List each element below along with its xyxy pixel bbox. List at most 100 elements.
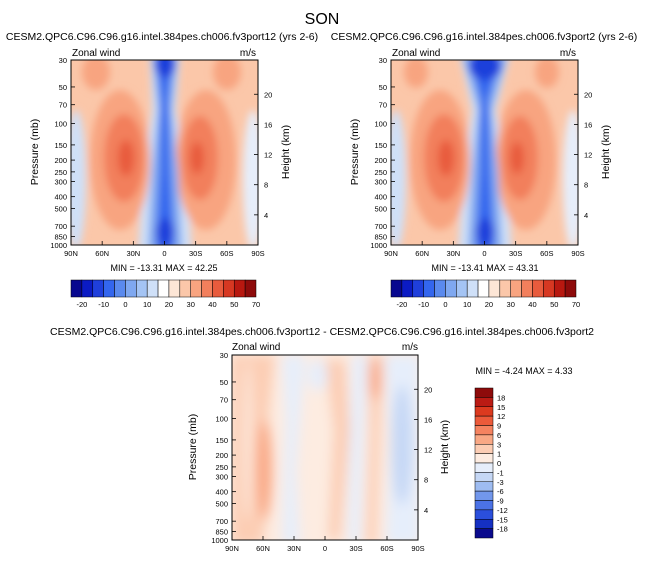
colorbar-swatch (434, 279, 446, 298)
y-tick-label: 850 (374, 232, 387, 241)
panel-3-subtitle-right: m/s (402, 342, 418, 353)
colorbar-swatch (474, 481, 494, 492)
colorbar-swatch (474, 490, 494, 501)
y-tick-label: 200 (215, 451, 228, 460)
x-tick-label: 90S (571, 249, 584, 258)
panel-2-ylabel: Pressure (mb) (349, 119, 361, 186)
y-tick-label: 850 (215, 527, 228, 536)
colorbar-swatch (201, 279, 213, 298)
panel-1-title: CESM2.QPC6.C96.C96.g16.intel.384pes.ch00… (6, 31, 318, 43)
colorbar-label: -6 (497, 487, 504, 496)
panel-3-subtitle-left: Zonal wind (232, 342, 280, 353)
panel-3-field (232, 355, 418, 540)
y-tick-label: 1000 (50, 241, 67, 250)
y-tick-label: 700 (374, 222, 387, 231)
x-tick-label: 60S (220, 249, 233, 258)
y-tick-label: 250 (54, 168, 67, 177)
colorbar-swatch (488, 279, 501, 298)
y-tick-label: 30 (220, 351, 228, 360)
x-tick-label: 60N (415, 249, 429, 258)
colorbar-swatch (474, 434, 494, 445)
height-tick-label: 20 (584, 90, 592, 99)
panel-1-stats: MIN = -13.31 MAX = 42.25 (110, 263, 217, 273)
x-tick-label: 30S (189, 249, 202, 258)
y-tick-label: 50 (59, 83, 67, 92)
x-tick-label: 0 (482, 249, 486, 258)
height-tick-label: 16 (584, 120, 592, 129)
panel-1-field (71, 60, 258, 245)
panel-2-title: CESM2.QPC6.C96.C96.g16.intel.384pes.ch00… (331, 31, 637, 43)
y-tick-label: 700 (215, 517, 228, 526)
colorbar-label: 6 (497, 431, 501, 440)
colorbar-label: -10 (418, 300, 429, 309)
colorbar-label: 0 (497, 459, 501, 468)
colorbar-label: -20 (76, 300, 87, 309)
colorbar-swatch (212, 279, 224, 298)
colorbar-swatch (474, 444, 494, 454)
colorbar-label: 3 (497, 440, 501, 449)
y-tick-label: 200 (374, 156, 387, 165)
y-tick-label: 300 (374, 177, 387, 186)
height-tick-label: 12 (424, 446, 432, 455)
y-tick-label: 70 (59, 101, 67, 110)
y-tick-label: 30 (379, 56, 387, 65)
panel-3-ylabel: Pressure (mb) (187, 414, 199, 481)
colorbar-label: -9 (497, 497, 504, 506)
colorbar-swatch (81, 279, 94, 298)
height-tick-label: 4 (424, 506, 428, 515)
colorbar-swatch (146, 279, 159, 298)
x-tick-label: 90N (225, 544, 239, 553)
height-tick-label: 12 (584, 151, 592, 160)
colorbar-label: 9 (497, 422, 501, 431)
y-tick-label: 300 (54, 177, 67, 186)
colorbar-label: 40 (208, 300, 216, 309)
panel-3: CESM2.QPC6.C96.C96.g16.intel.384pes.ch00… (50, 326, 594, 553)
y-tick-label: 500 (374, 204, 387, 213)
height-tick-label: 8 (584, 181, 588, 190)
y-tick-label: 300 (215, 472, 228, 481)
colorbar-swatch (190, 279, 202, 298)
height-tick-label: 20 (264, 90, 272, 99)
colorbar-swatch (70, 279, 83, 298)
y-tick-label: 150 (374, 141, 387, 150)
colorbar-label: -15 (497, 515, 508, 524)
panel-1: CESM2.QPC6.C96.C96.g16.intel.384pes.ch00… (6, 31, 318, 309)
height-tick-label: 16 (424, 415, 432, 424)
page-title: SON (305, 11, 340, 28)
colorbar-label: 0 (443, 300, 447, 309)
colorbar-swatch (125, 279, 137, 298)
y-tick-label: 150 (54, 141, 67, 150)
height-tick-label: 20 (424, 385, 432, 394)
colorbar-swatch (244, 279, 257, 298)
x-tick-label: 90S (251, 249, 264, 258)
colorbar-swatch (223, 279, 235, 298)
panel-1-ylabel-right: Height (km) (280, 125, 292, 179)
y-tick-label: 100 (374, 120, 387, 129)
y-tick-label: 1000 (370, 241, 387, 250)
colorbar-swatch (412, 279, 424, 298)
y-tick-label: 50 (379, 83, 387, 92)
colorbar-swatch (474, 453, 494, 464)
x-tick-label: 30N (287, 544, 301, 553)
y-tick-label: 30 (59, 56, 67, 65)
colorbar-label: -12 (497, 506, 508, 515)
y-tick-label: 70 (220, 396, 228, 405)
colorbar-swatch (553, 279, 566, 298)
y-tick-label: 70 (379, 101, 387, 110)
x-tick-label: 30S (349, 544, 362, 553)
colorbar-swatch (474, 519, 494, 529)
colorbar-label: 10 (463, 300, 471, 309)
x-tick-label: 0 (162, 249, 166, 258)
colorbar-swatch (474, 472, 494, 482)
colorbar-swatch (423, 279, 435, 298)
colorbar-swatch (474, 500, 494, 511)
colorbar-label: 20 (165, 300, 173, 309)
panel-3-stats: MIN = -4.24 MAX = 4.33 (475, 366, 572, 376)
colorbar-label: 70 (572, 300, 580, 309)
panel-3-title: CESM2.QPC6.C96.C96.g16.intel.384pes.ch00… (50, 326, 594, 338)
panel-2-field (391, 60, 578, 245)
y-tick-label: 500 (54, 204, 67, 213)
panel-1-subtitle-right: m/s (240, 48, 256, 59)
y-tick-label: 100 (215, 415, 228, 424)
